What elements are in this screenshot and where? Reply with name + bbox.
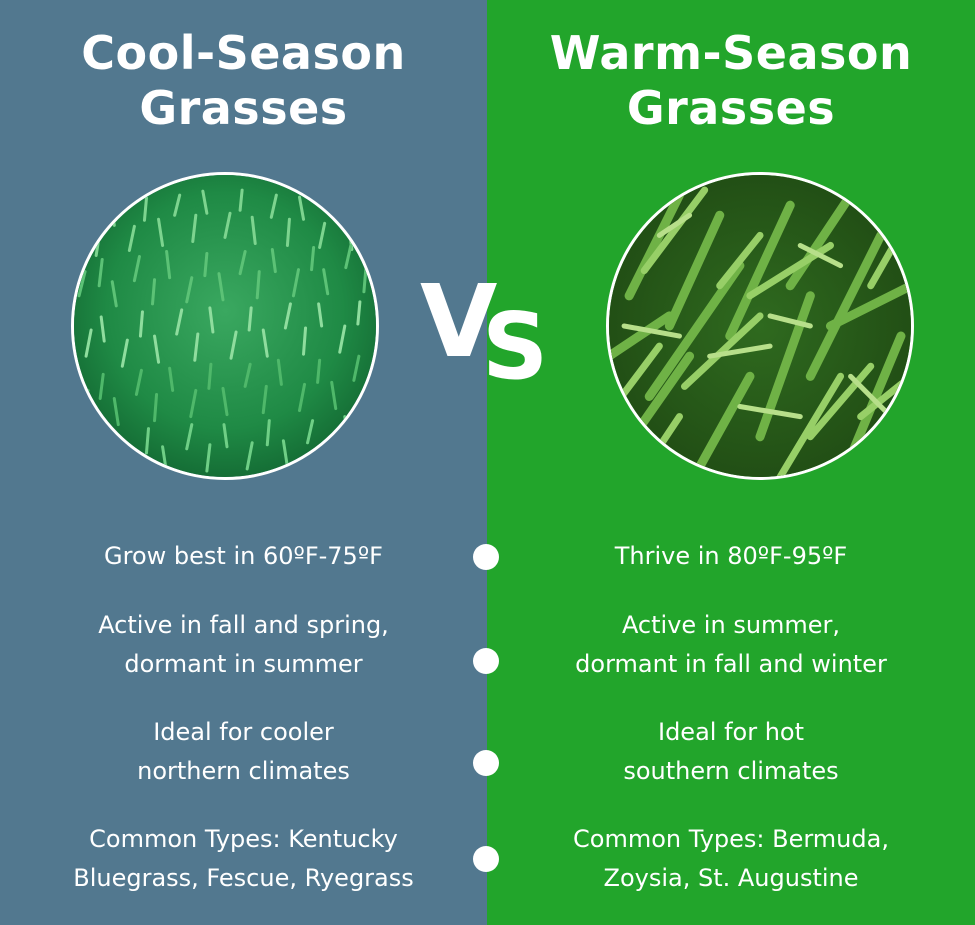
warm-feature-4-line1: Common Types: Bermuda, <box>573 825 889 853</box>
timeline-dot <box>473 544 499 570</box>
warm-grass-image <box>609 175 911 477</box>
timeline-dot <box>473 750 499 776</box>
warm-season-panel: Warm-Season Grasses Thrive in 80ºF-95ºF … <box>487 0 975 925</box>
warm-feature-2-line2: dormant in fall and winter <box>575 650 887 678</box>
warm-feature-climate: Ideal for hot southern climates <box>487 713 975 791</box>
timeline-dot <box>473 846 499 872</box>
warm-feature-2-line1: Active in summer, <box>621 611 841 639</box>
cool-season-title: Cool-Season Grasses <box>0 26 487 136</box>
cool-grass-image <box>74 175 376 477</box>
cool-feature-2-line1: Active in fall and spring, <box>98 611 389 639</box>
cool-feature-1-line1: Grow best in 60ºF-75ºF <box>104 542 383 570</box>
cool-title-line2: Grasses <box>139 81 348 135</box>
warm-feature-3-line1: Ideal for hot <box>657 718 804 746</box>
warm-grass-photo <box>606 172 914 480</box>
cool-feature-types: Common Types: Kentucky Bluegrass, Fescue… <box>0 820 487 898</box>
warm-feature-4-line2: Zoysia, St. Augustine <box>603 864 859 892</box>
cool-title-line1: Cool-Season <box>81 26 406 80</box>
warm-feature-3-line2: southern climates <box>623 757 839 785</box>
warm-title-line1: Warm-Season <box>549 26 913 80</box>
cool-season-panel: Cool-Season Grasses Grow best in 60ºF <box>0 0 487 925</box>
cool-grass-photo <box>71 172 379 480</box>
cool-feature-2-line2: dormant in summer <box>124 650 363 678</box>
versus-badge: V S <box>420 263 548 388</box>
cool-feature-climate: Ideal for cooler northern climates <box>0 713 487 791</box>
warm-feature-1-line1: Thrive in 80ºF-95ºF <box>614 542 848 570</box>
warm-title-line2: Grasses <box>626 81 836 135</box>
timeline-dot <box>473 648 499 674</box>
cool-feature-activity: Active in fall and spring, dormant in su… <box>0 606 487 684</box>
cool-feature-4-line1: Common Types: Kentucky <box>89 825 398 853</box>
warm-season-title: Warm-Season Grasses <box>487 26 975 136</box>
cool-feature-temperature: Grow best in 60ºF-75ºF <box>0 537 487 576</box>
cool-feature-4-line2: Bluegrass, Fescue, Ryegrass <box>73 864 414 892</box>
cool-feature-3-line2: northern climates <box>137 757 350 785</box>
warm-feature-activity: Active in summer, dormant in fall and wi… <box>487 606 975 684</box>
warm-feature-temperature: Thrive in 80ºF-95ºF <box>487 537 975 576</box>
versus-v: V <box>420 263 497 380</box>
warm-feature-types: Common Types: Bermuda, Zoysia, St. Augus… <box>487 820 975 898</box>
cool-feature-3-line1: Ideal for cooler <box>153 718 334 746</box>
versus-s: S <box>482 293 548 388</box>
